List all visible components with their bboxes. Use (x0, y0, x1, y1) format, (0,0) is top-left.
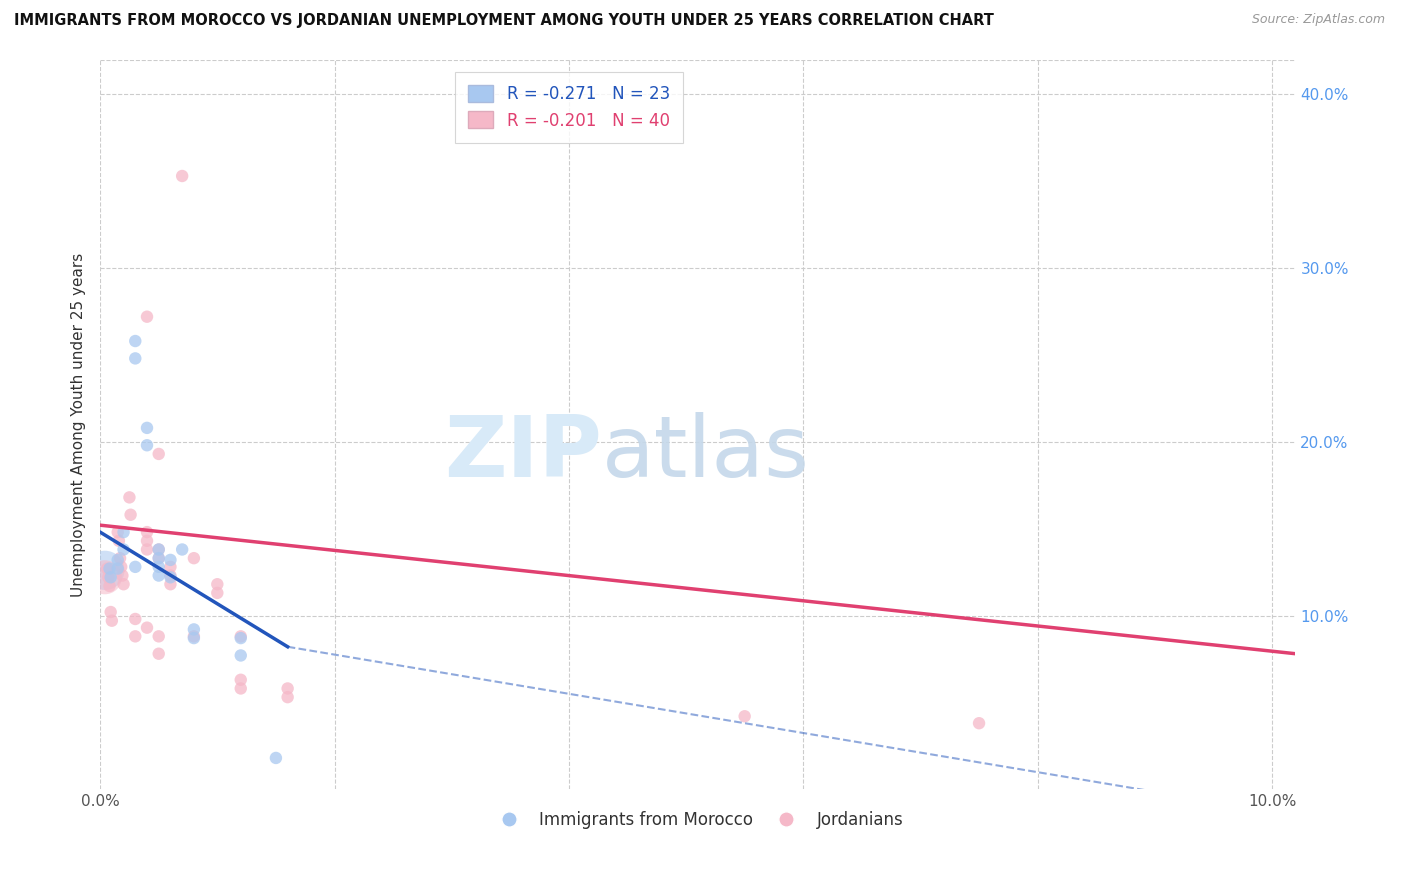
Point (107, 553, 129, 567)
Point (183, 631, 205, 645)
Point (159, 570, 181, 584)
Point (148, 568, 170, 582)
Point (136, 421, 159, 435)
Point (148, 647, 170, 661)
Point (118, 491, 141, 505)
Point (94, 563, 117, 577)
Point (112, 525, 135, 540)
Point (229, 631, 252, 645)
Point (148, 447, 170, 461)
Point (112, 542, 135, 557)
Point (120, 508, 142, 522)
Point (277, 681, 299, 696)
Legend: Immigrants from Morocco, Jordanians: Immigrants from Morocco, Jordanians (485, 805, 910, 836)
Point (229, 673, 252, 687)
Point (136, 542, 159, 557)
Point (148, 551, 170, 566)
Point (967, 716, 990, 731)
Point (148, 559, 170, 574)
Point (159, 553, 181, 567)
Point (108, 533, 131, 548)
Point (136, 533, 159, 548)
Point (207, 586, 229, 600)
Point (183, 629, 205, 643)
Point (148, 542, 170, 557)
Point (148, 551, 170, 566)
Point (124, 612, 146, 626)
Point (107, 561, 129, 575)
Point (108, 551, 131, 566)
Point (229, 648, 252, 663)
Point (136, 525, 159, 540)
Point (172, 169, 194, 183)
Point (94, 570, 117, 584)
Point (159, 577, 181, 591)
Point (124, 629, 146, 643)
Point (110, 559, 132, 574)
Point (124, 559, 146, 574)
Point (183, 623, 205, 637)
Point (100, 570, 122, 584)
Point (101, 614, 124, 628)
Point (98, 561, 121, 575)
Point (100, 605, 122, 619)
Point (159, 559, 181, 574)
Point (98, 579, 121, 593)
Point (111, 568, 134, 582)
Point (136, 438, 159, 452)
Point (136, 310, 159, 324)
Text: Source: ZipAtlas.com: Source: ZipAtlas.com (1251, 13, 1385, 27)
Point (229, 629, 252, 643)
Point (124, 351, 146, 366)
Point (107, 525, 129, 540)
Text: ZIP: ZIP (444, 412, 602, 495)
Point (734, 709, 756, 723)
Text: atlas: atlas (602, 412, 810, 495)
Point (229, 681, 252, 696)
Point (264, 751, 287, 765)
Point (207, 577, 229, 591)
Point (277, 690, 299, 705)
Point (96, 561, 118, 575)
Point (159, 568, 181, 582)
Y-axis label: Unemployment Among Youth under 25 years: Unemployment Among Youth under 25 years (72, 252, 86, 597)
Point (97, 570, 120, 584)
Point (112, 577, 135, 591)
Point (148, 629, 170, 643)
Point (136, 621, 159, 635)
Point (183, 551, 205, 566)
Text: IMMIGRANTS FROM MOROCCO VS JORDANIAN UNEMPLOYMENT AMONG YOUTH UNDER 25 YEARS COR: IMMIGRANTS FROM MOROCCO VS JORDANIAN UNE… (14, 13, 994, 29)
Point (148, 542, 170, 557)
Point (124, 334, 146, 348)
Point (172, 542, 194, 557)
